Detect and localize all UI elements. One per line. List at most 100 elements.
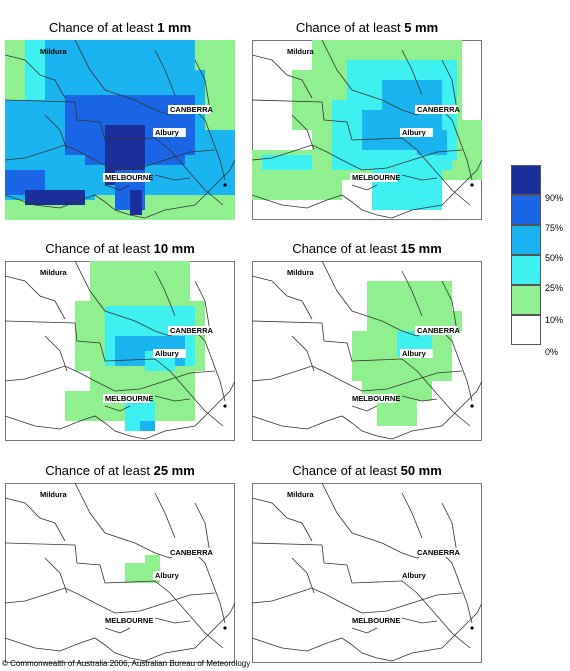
- rainfall-map-10mm: Mildura CANBERRA Albury MELBOURNE: [5, 261, 235, 441]
- city-label-background: [103, 616, 151, 625]
- border-line: [154, 617, 191, 624]
- border-line: [441, 59, 458, 111]
- border-line: [252, 99, 471, 206]
- border-line: [252, 497, 313, 542]
- map-svg: Mildura CANBERRA Albury MELBOURNE: [252, 40, 482, 220]
- city-label-albury: Albury: [402, 128, 427, 137]
- probability-region: [145, 555, 160, 565]
- point-marker: [223, 626, 227, 630]
- border-line: [252, 144, 463, 171]
- border-line: [401, 492, 423, 539]
- border-line: [321, 40, 473, 181]
- city-label-canberra: CANBERRA: [170, 105, 214, 114]
- probability-region: [125, 563, 160, 583]
- city-label-canberra: CANBERRA: [170, 548, 214, 557]
- probability-region: [130, 190, 142, 215]
- city-label-background: [415, 105, 458, 114]
- border-line: [44, 335, 68, 372]
- rainfall-map-1mm: Mildura CANBERRA Albury MELBOURNE: [5, 40, 235, 220]
- map-svg: Mildura CANBERRA Albury MELBOURNE: [252, 261, 482, 441]
- city-label-melbourne: MELBOURNE: [352, 616, 400, 625]
- city-label-melbourne: MELBOURNE: [352, 173, 400, 182]
- city-label-background: [168, 326, 211, 335]
- border-line: [44, 114, 68, 151]
- border-line: [252, 542, 471, 649]
- city-label-background: [350, 173, 398, 182]
- city-label-canberra: CANBERRA: [417, 326, 461, 335]
- point-marker: [223, 183, 227, 187]
- legend-label: 25%: [545, 283, 564, 293]
- city-label-melbourne: MELBOURNE: [105, 616, 153, 625]
- probability-region: [377, 401, 417, 426]
- border-line: [74, 40, 226, 181]
- border-line: [351, 184, 378, 191]
- legend-swatch: [511, 225, 541, 255]
- border-line: [5, 365, 216, 392]
- border-line: [291, 114, 315, 151]
- city-label-background: [415, 548, 458, 557]
- legend-label: 75%: [545, 223, 564, 233]
- border-line: [5, 144, 216, 171]
- border-line: [321, 261, 473, 402]
- city-label-background: [350, 616, 398, 625]
- rainfall-map-5mm: Mildura CANBERRA Albury MELBOURNE: [252, 40, 482, 220]
- city-label-mildura: Mildura: [40, 490, 67, 499]
- border-line: [252, 380, 482, 440]
- border-line: [5, 587, 216, 614]
- border-line: [104, 184, 131, 191]
- border-line: [351, 627, 378, 634]
- legend-label: 0%: [545, 347, 559, 357]
- probability-region: [25, 190, 85, 205]
- border-line: [154, 395, 191, 402]
- border-line: [401, 174, 438, 181]
- border-line: [5, 380, 235, 440]
- copyright-notice: © Commonwealth of Australia 2006, Austra…: [2, 659, 251, 668]
- map-frame: [5, 483, 235, 663]
- city-label-melbourne: MELBOURNE: [105, 394, 153, 403]
- border-line: [154, 174, 191, 181]
- border-line: [351, 405, 378, 412]
- city-label-background: [103, 173, 151, 182]
- border-line: [74, 261, 226, 402]
- city-label-mildura: Mildura: [287, 268, 314, 277]
- border-line: [44, 557, 68, 594]
- panel-title: Chance of at least 15 mm: [292, 241, 442, 256]
- border-line: [104, 627, 131, 634]
- legend-swatch: [511, 165, 541, 195]
- border-line: [401, 395, 438, 402]
- city-label-melbourne: MELBOURNE: [352, 394, 400, 403]
- city-label-albury: Albury: [155, 571, 180, 580]
- panel-title: Chance of at least 50 mm: [292, 463, 442, 478]
- city-label-background: [103, 394, 151, 403]
- city-label-background: [400, 349, 433, 358]
- border-line: [5, 542, 224, 649]
- border-line: [401, 49, 423, 96]
- border-line: [154, 49, 176, 96]
- legend-label: 10%: [545, 315, 564, 325]
- border-line: [154, 270, 176, 317]
- point-marker: [470, 183, 474, 187]
- city-label-albury: Albury: [402, 349, 427, 358]
- city-label-background: [168, 548, 211, 557]
- city-label-albury: Albury: [402, 571, 427, 580]
- probability-region: [140, 421, 155, 431]
- border-line: [252, 587, 463, 614]
- probability-region: [145, 276, 175, 296]
- city-label-background: [153, 349, 186, 358]
- border-line: [5, 99, 224, 206]
- city-label-background: [400, 128, 433, 137]
- border-line: [291, 557, 315, 594]
- rainfall-map-50mm: Mildura CANBERRA Albury MELBOURNE: [252, 483, 482, 663]
- probability-legend: 90% 75% 50% 25% 10% 0%: [511, 165, 570, 365]
- map-svg: Mildura CANBERRA Albury MELBOURNE: [5, 261, 235, 441]
- city-label-background: [400, 571, 433, 580]
- city-label-background: [415, 326, 458, 335]
- city-label-albury: Albury: [155, 128, 180, 137]
- probability-region: [462, 120, 482, 160]
- legend-swatch: [511, 195, 541, 225]
- map-frame: [252, 483, 482, 663]
- city-label-canberra: CANBERRA: [170, 326, 214, 335]
- point-marker: [470, 626, 474, 630]
- border-line: [5, 159, 235, 219]
- map-svg: Mildura CANBERRA Albury MELBOURNE: [5, 40, 235, 220]
